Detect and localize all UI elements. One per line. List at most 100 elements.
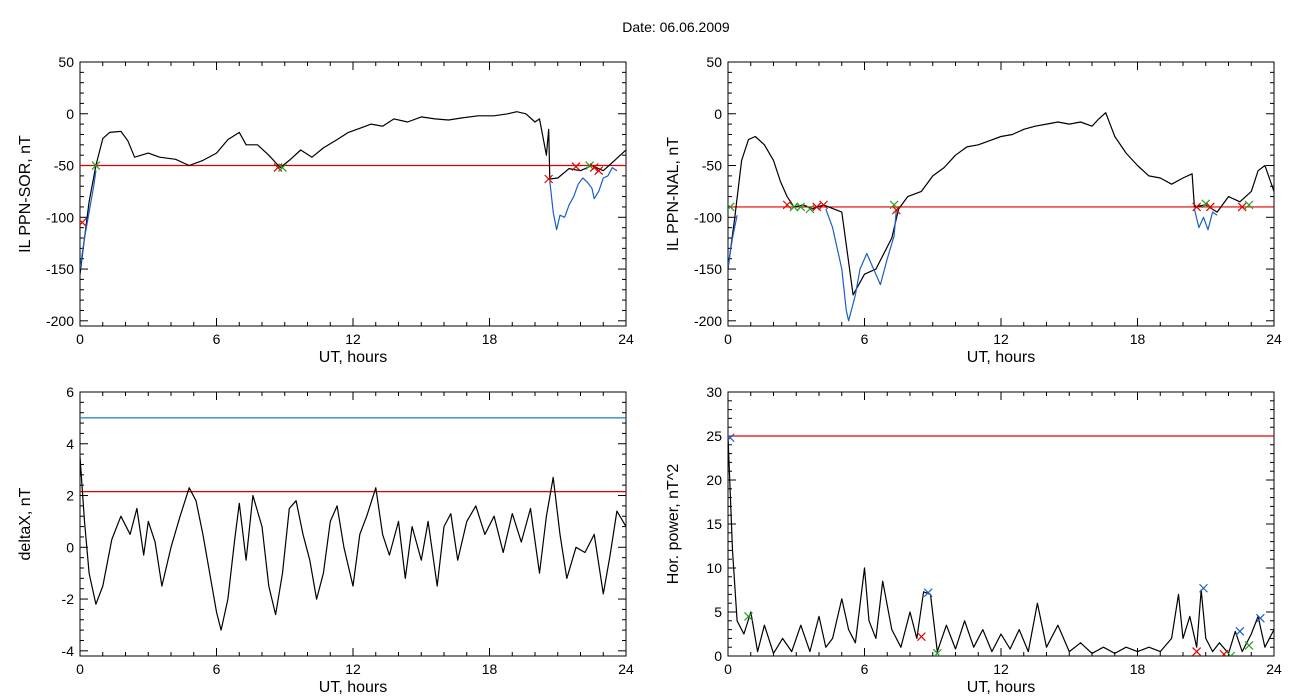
x-tick-label: 6 bbox=[861, 661, 869, 677]
plot-area bbox=[80, 417, 626, 631]
y-tick-label: -150 bbox=[694, 261, 722, 277]
x-marker bbox=[585, 161, 595, 170]
x-marker bbox=[80, 218, 87, 227]
series-line-3 bbox=[549, 167, 618, 231]
x-tick-label: 6 bbox=[213, 331, 221, 347]
x-axis-label: UT, hours bbox=[967, 349, 1035, 366]
x-marker bbox=[1226, 651, 1236, 656]
x-tick-label: 24 bbox=[618, 331, 634, 347]
y-tick-label: 0 bbox=[66, 106, 74, 122]
x-tick-label: 0 bbox=[724, 661, 732, 677]
x-marker bbox=[789, 202, 799, 212]
y-tick-label: 50 bbox=[706, 54, 722, 70]
y-axis-label: Hor. power, nT^2 bbox=[665, 464, 682, 585]
y-axis-label: IL PPN-SOR, nT bbox=[17, 135, 34, 253]
x-marker bbox=[805, 204, 815, 214]
x-marker bbox=[916, 632, 926, 642]
y-tick-label: 10 bbox=[706, 560, 722, 576]
x-tick-label: 12 bbox=[993, 331, 1009, 347]
panel-4: 0 6 12 18 24 0 5 10 15 20 25 30 UT, hours Hor. power,… bbox=[665, 384, 1282, 696]
plot-frame bbox=[727, 61, 1275, 327]
y-tick-label: -100 bbox=[694, 209, 722, 225]
x-marker bbox=[812, 202, 822, 212]
y-tick-label: -200 bbox=[46, 313, 74, 329]
series-line-2 bbox=[80, 170, 97, 270]
y-tick-label: 15 bbox=[706, 516, 722, 532]
x-marker bbox=[1205, 202, 1215, 212]
x-tick-label: 24 bbox=[1266, 661, 1282, 677]
x-tick-label: 24 bbox=[618, 661, 634, 677]
y-axis-label: deltaX, nT bbox=[17, 487, 34, 560]
y-tick-label: 20 bbox=[706, 472, 722, 488]
series-line-1 bbox=[728, 112, 1274, 296]
x-marker bbox=[889, 200, 899, 210]
x-marker bbox=[923, 588, 933, 598]
x-marker bbox=[1192, 647, 1202, 656]
y-tick-label: -150 bbox=[46, 261, 74, 277]
x-marker bbox=[1192, 202, 1202, 212]
plot-area bbox=[80, 111, 626, 275]
x-marker bbox=[932, 648, 942, 656]
x-marker bbox=[1219, 649, 1229, 656]
y-tick-label: 25 bbox=[706, 428, 722, 444]
y-tick-label: -50 bbox=[702, 158, 722, 174]
y-tick-label: -100 bbox=[46, 209, 74, 225]
x-marker bbox=[744, 611, 753, 621]
series-line-2 bbox=[825, 208, 897, 322]
series-line-1 bbox=[728, 435, 1274, 655]
x-marker bbox=[1244, 200, 1254, 210]
y-tick-label: 50 bbox=[58, 54, 74, 70]
plot-area bbox=[728, 433, 1274, 656]
x-marker bbox=[1201, 199, 1211, 209]
plot-frame bbox=[79, 61, 627, 327]
y-tick-label: 0 bbox=[714, 106, 722, 122]
x-tick-label: 6 bbox=[861, 331, 869, 347]
x-tick-label: 18 bbox=[1130, 331, 1146, 347]
y-tick-label: -4 bbox=[62, 643, 75, 659]
x-tick-label: 0 bbox=[724, 331, 732, 347]
x-marker bbox=[796, 202, 806, 212]
y-tick-label: 6 bbox=[66, 384, 74, 400]
x-marker bbox=[728, 202, 735, 212]
y-tick-label: 0 bbox=[714, 648, 722, 664]
y-tick-label: 4 bbox=[66, 436, 74, 452]
x-marker bbox=[1237, 202, 1247, 212]
x-tick-label: 0 bbox=[76, 661, 84, 677]
y-tick-label: -200 bbox=[694, 313, 722, 329]
y-tick-label: 2 bbox=[66, 488, 74, 504]
panel-2: 0 6 12 18 24 -200 -150 -100 -50 0 50 UT, hours IL PP… bbox=[665, 54, 1282, 366]
panel-1: 0 6 12 18 24 -200 -150 -100 -50 0 50 UT, hours IL PP… bbox=[17, 54, 634, 366]
y-tick-label: -2 bbox=[62, 591, 75, 607]
series-line-1 bbox=[80, 111, 626, 275]
x-tick-label: 12 bbox=[345, 331, 361, 347]
series-line-4 bbox=[728, 215, 738, 268]
plot-frame bbox=[727, 391, 1275, 657]
series-line-3 bbox=[1193, 208, 1218, 231]
x-axis-label: UT, hours bbox=[967, 679, 1035, 696]
x-tick-label: 12 bbox=[345, 661, 361, 677]
x-marker bbox=[544, 174, 554, 184]
x-marker bbox=[594, 166, 604, 176]
x-marker bbox=[91, 161, 101, 170]
x-tick-label: 6 bbox=[213, 661, 221, 677]
y-axis-label: IL PPN-NAL, nT bbox=[665, 137, 682, 251]
x-marker bbox=[728, 433, 735, 443]
x-marker bbox=[589, 163, 599, 173]
x-marker bbox=[1255, 613, 1265, 623]
x-marker bbox=[782, 200, 792, 210]
page-title: Date: 06.06.2009 bbox=[622, 19, 730, 35]
plot-area bbox=[728, 112, 1274, 322]
y-tick-label: -50 bbox=[54, 158, 74, 174]
x-marker bbox=[1199, 583, 1208, 593]
y-tick-label: 30 bbox=[706, 384, 722, 400]
x-tick-label: 0 bbox=[76, 331, 84, 347]
x-tick-label: 12 bbox=[993, 661, 1009, 677]
x-axis-label: UT, hours bbox=[319, 679, 387, 696]
x-axis-label: UT, hours bbox=[319, 349, 387, 366]
x-marker bbox=[571, 162, 581, 171]
y-tick-label: 0 bbox=[66, 539, 74, 555]
x-marker bbox=[1244, 641, 1254, 650]
series-line-1 bbox=[80, 456, 626, 631]
